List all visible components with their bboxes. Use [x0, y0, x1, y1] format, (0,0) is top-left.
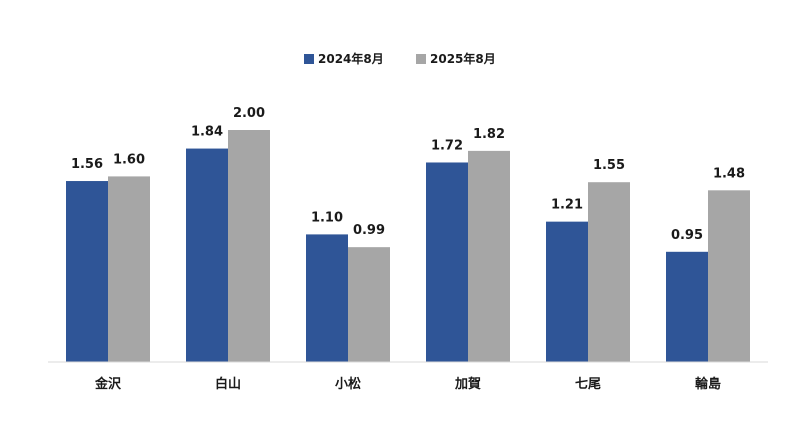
category-label-5: 輪島 [695, 376, 721, 392]
bar-2025-2 [348, 247, 390, 362]
category-label-4: 七尾 [575, 377, 601, 392]
legend: 2024年8月 2025年8月 [304, 51, 496, 66]
value-label-2024-2: 1.10 [311, 210, 343, 225]
legend-label-2025: 2025年8月 [430, 51, 496, 66]
bar-2025-0 [108, 176, 150, 362]
category-label-2: 小松 [335, 376, 361, 392]
bar-2024-2 [306, 234, 348, 362]
bar-2025-1 [228, 130, 270, 362]
value-label-2024-0: 1.56 [71, 157, 103, 172]
value-label-2024-3: 1.72 [431, 138, 463, 153]
value-label-2024-5: 0.95 [671, 228, 703, 243]
legend-swatch-2025 [416, 54, 426, 64]
bar-2025-4 [588, 182, 630, 362]
value-label-2025-1: 2.00 [233, 106, 265, 121]
bar-2024-1 [186, 148, 228, 362]
legend-label-2024: 2024年8月 [318, 51, 384, 66]
bar-2024-3 [426, 162, 468, 362]
bar-2024-5 [666, 251, 708, 362]
value-label-2025-3: 1.82 [473, 127, 505, 142]
value-labels-group: 1.56 1.60 1.84 2.00 1.10 0.99 1.72 1.82 1.21 1.55… [71, 106, 745, 243]
value-label-2025-5: 1.48 [713, 166, 745, 181]
category-label-3: 加賀 [454, 376, 481, 392]
value-label-2024-1: 1.84 [191, 125, 223, 140]
category-label-1: 白山 [215, 376, 241, 392]
bars-group [66, 130, 750, 362]
bar-2024-4 [546, 221, 588, 362]
bar-2025-5 [708, 190, 750, 362]
category-label-0: 金沢 [94, 376, 122, 392]
value-label-2024-4: 1.21 [551, 198, 583, 213]
bar-2025-3 [468, 150, 510, 362]
category-labels-group: 金沢 白山 小松 加賀 七尾 輪島 [94, 376, 721, 392]
bar-2024-0 [66, 181, 108, 362]
value-label-2025-0: 1.60 [113, 152, 145, 167]
value-label-2025-2: 0.99 [353, 223, 385, 238]
value-label-2025-4: 1.55 [593, 158, 625, 173]
legend-swatch-2024 [304, 54, 314, 64]
